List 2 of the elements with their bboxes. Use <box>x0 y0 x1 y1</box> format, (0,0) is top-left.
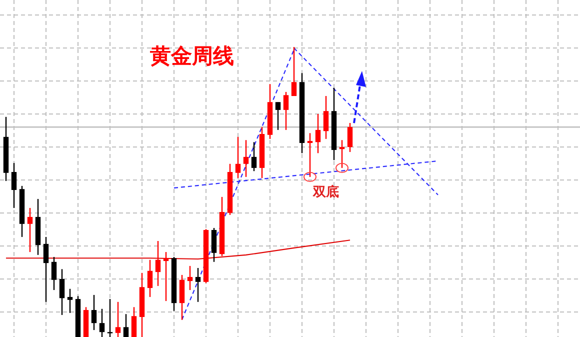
annotation: 双底 <box>312 184 339 200</box>
chart-title: 黄金周线 <box>149 44 234 68</box>
